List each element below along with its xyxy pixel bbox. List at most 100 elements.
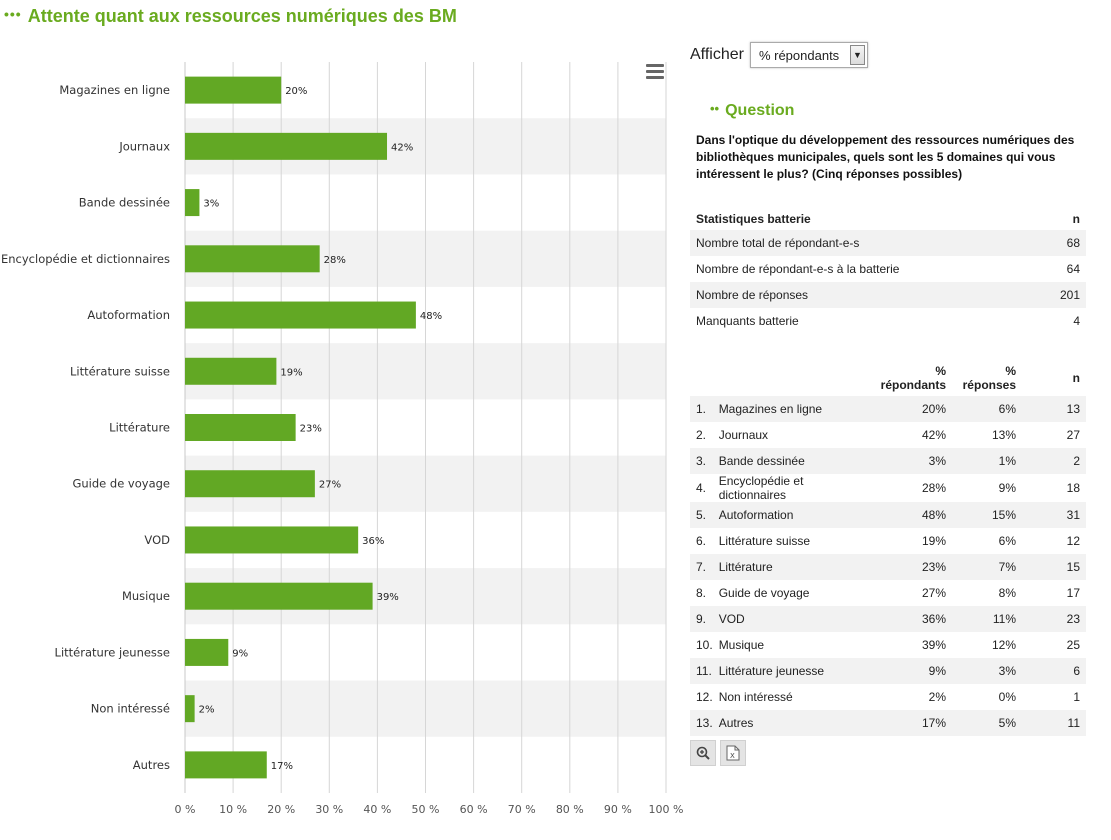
pct-responses-cell: 12% [991, 638, 1016, 652]
page-title-text: Attente quant aux ressources numériques … [27, 6, 457, 26]
x-tick-label: 50 % [412, 803, 440, 816]
rank-cell: 8. [696, 586, 707, 600]
table-row: 4. Encyclopédie et dictionnaires 28% 9% 18 [690, 474, 1086, 502]
pct-respondents-cell: 3% [860, 448, 952, 474]
stats-header-label: Statistiques batterie [696, 212, 811, 226]
label-cell: Magazines en ligne [712, 396, 860, 422]
table-row: 11. Littérature jeunesse 9% 3% 6 [690, 658, 1086, 684]
category-label: Journaux [118, 139, 170, 153]
bar [185, 526, 359, 554]
bar [185, 638, 229, 666]
n-cell: 2 [1022, 448, 1086, 474]
label-cell: Journaux [718, 428, 769, 442]
pct-responses-cell: 6% [952, 396, 1022, 422]
x-tick-label: 70 % [508, 803, 536, 816]
rank-cell: 2. [696, 428, 707, 442]
afficher-label: Afficher [690, 46, 744, 63]
n-cell: 31 [1022, 502, 1086, 528]
results-header-row: % répondants % réponses n [690, 360, 1086, 396]
pct-respondents-cell: 23% [860, 554, 952, 580]
bar [185, 301, 416, 329]
data-label: 2% [199, 705, 215, 716]
label-cell: Littérature jeunesse [712, 658, 860, 684]
data-label: 36% [362, 536, 384, 547]
stats-label: Nombre de réponses [690, 282, 1035, 308]
rank-cell: 7. [690, 554, 713, 580]
category-label: Non intéressé [91, 702, 170, 716]
pct-responses-cell: 9% [998, 481, 1016, 495]
pct-respondents-cell: 20% [860, 396, 952, 422]
data-label: 9% [232, 648, 248, 659]
pct-respondents-cell: 42% [921, 428, 946, 442]
bar [185, 695, 195, 723]
data-label: 48% [420, 311, 442, 322]
pct-responses-cell: 6% [998, 534, 1016, 548]
table-row: 5. Autoformation 48% 15% 31 [690, 502, 1086, 528]
label-cell: Non intéressé [718, 690, 793, 704]
pct-respondents-cell: 39% [921, 638, 946, 652]
stats-label: Nombre total de répondant-e-s [690, 230, 1035, 256]
n-cell: 23 [1022, 606, 1086, 632]
bar [185, 245, 320, 273]
label-cell: VOD [712, 606, 860, 632]
rank-cell: 1. [690, 396, 713, 422]
hamburger-menu-icon[interactable] [646, 64, 664, 80]
pct-respondents-cell: 28% [921, 481, 946, 495]
n-cell: 13 [1022, 396, 1086, 422]
zoom-button[interactable] [690, 740, 716, 766]
question-text: Dans l'optique du développement des ress… [696, 133, 1075, 181]
table-row: 10. Musique 39% 12% 25 [690, 632, 1086, 658]
x-tick-label: 90 % [604, 803, 632, 816]
data-label: 27% [319, 480, 341, 491]
table-row: 3. Bande dessinée 3% 1% 2 [690, 448, 1086, 474]
category-label: Autoformation [87, 308, 170, 322]
category-label: Guide de voyage [72, 477, 170, 491]
category-label: Littérature [109, 421, 170, 435]
display-mode-select[interactable]: % répondants ▼ [749, 42, 868, 68]
bar [185, 132, 388, 160]
category-label: Magazines en ligne [59, 83, 170, 97]
n-cell: 6 [1022, 658, 1086, 684]
data-label: 28% [324, 255, 346, 266]
right-panel: Afficher % répondants ▼ •• Question Dans … [690, 0, 1111, 840]
pct-respondents-cell: 9% [860, 658, 952, 684]
n-cell: 25 [1066, 638, 1080, 652]
header-pct-responses: % réponses [962, 364, 1016, 392]
data-label: 17% [271, 761, 293, 772]
header-pct-respondents: % répondants [880, 364, 946, 392]
stats-value: 68 [1034, 230, 1086, 256]
data-label: 42% [391, 142, 413, 153]
data-label: 3% [203, 199, 219, 210]
chevron-down-icon[interactable]: ▼ [849, 45, 865, 65]
n-cell: 15 [1022, 554, 1086, 580]
category-label: Littérature jeunesse [55, 645, 170, 659]
category-label: Encyclopédie et dictionnaires [1, 252, 170, 266]
x-tick-label: 60 % [460, 803, 488, 816]
stats-value: 4 [1073, 314, 1080, 328]
pct-responses-cell: 1% [952, 448, 1022, 474]
zoom-in-icon [696, 746, 710, 760]
data-label: 19% [280, 367, 302, 378]
label-cell: Autoformation [712, 502, 860, 528]
n-cell: 17 [1066, 586, 1080, 600]
x-tick-label: 0 % [175, 803, 196, 816]
rank-cell: 6. [696, 534, 707, 548]
table-row: 9. VOD 36% 11% 23 [690, 606, 1086, 632]
pct-responses-cell: 0% [998, 690, 1016, 704]
pct-responses-cell: 8% [998, 586, 1016, 600]
export-excel-button[interactable]: X [720, 740, 746, 766]
pct-respondents-cell: 36% [860, 606, 952, 632]
page-title: ••• Attente quant aux ressources numériqu… [4, 6, 457, 27]
pct-responses-cell: 5% [952, 710, 1022, 736]
data-label: 23% [300, 424, 322, 435]
stats-header-n: n [1072, 212, 1080, 226]
pct-respondents-cell: 2% [928, 690, 946, 704]
label-cell: Littérature suisse [718, 534, 811, 548]
bar [185, 189, 200, 217]
pct-respondents-cell: 17% [860, 710, 952, 736]
table-row: 12. Non intéressé 2% 0% 1 [690, 684, 1086, 710]
label-cell: Guide de voyage [718, 586, 810, 600]
question-heading-text: Question [725, 102, 795, 119]
bar [185, 470, 315, 498]
label-cell: Bande dessinée [712, 448, 860, 474]
